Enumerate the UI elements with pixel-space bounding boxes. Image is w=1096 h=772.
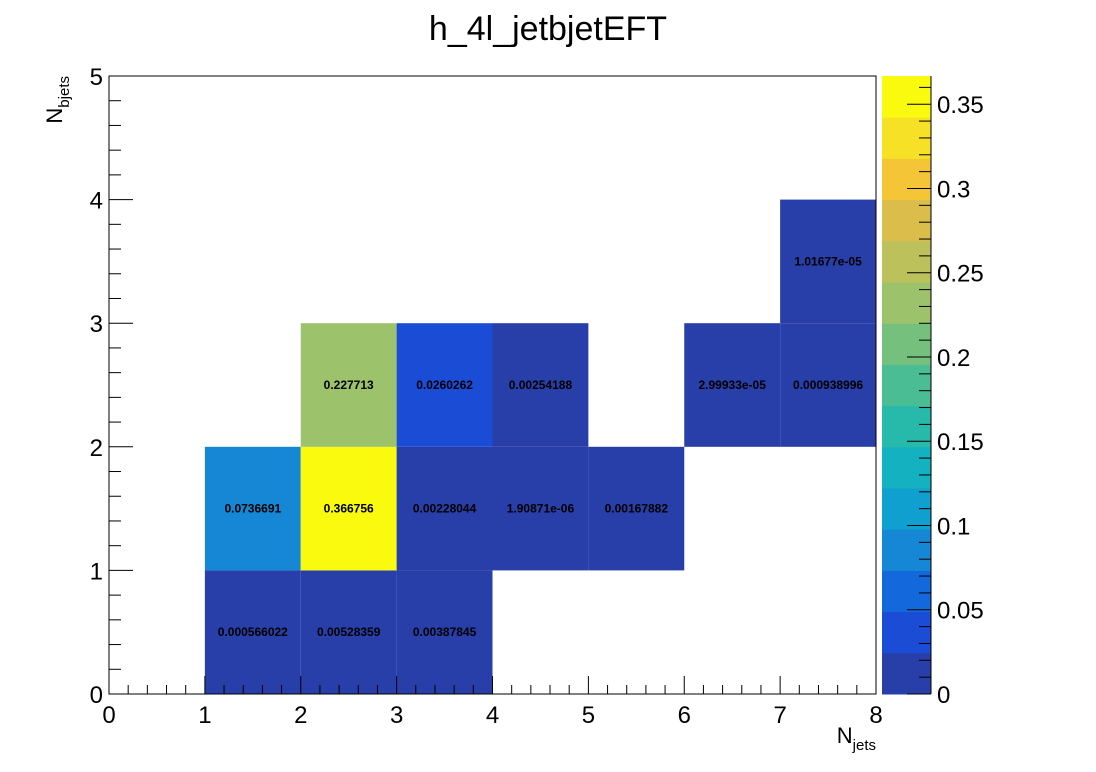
y-tick-label: 2 <box>90 435 103 462</box>
y-tick-label: 1 <box>90 558 103 585</box>
colorbar-segment <box>882 529 931 571</box>
colorbar-segment <box>882 446 931 489</box>
y-axis-label-main: N <box>42 108 67 124</box>
heatmap-cell <box>780 323 876 447</box>
y-tick-label: 3 <box>90 311 103 338</box>
y-tick-label: 4 <box>90 188 103 215</box>
x-tick-label: 1 <box>198 702 211 729</box>
colorbar-segment <box>882 652 931 695</box>
heatmap-cell <box>300 446 397 571</box>
colorbar-segment <box>882 76 931 118</box>
axes-layer: 0 1 2 3 4 5 6 7 8 0 1 2 3 4 5 <box>90 64 883 729</box>
colorbar-segment <box>882 282 931 324</box>
x-tick-label: 7 <box>773 702 786 729</box>
y-tick-label: 0 <box>90 682 103 709</box>
x-tick-label: 2 <box>294 702 307 729</box>
x-axis-label-sub: jets <box>852 737 876 754</box>
colorbar-segment <box>882 199 931 242</box>
cell-value-label: 1.90871e-06 <box>507 502 575 516</box>
x-axis-label-main: N <box>837 723 853 748</box>
colorbar-tick-label: 0.3 <box>937 176 970 203</box>
cell-value-label: 1.01677e-05 <box>794 254 862 268</box>
heatmap-cell <box>588 446 685 571</box>
chart-title: h_4l_jetbjetEFT <box>429 10 667 48</box>
heatmap-cell <box>300 570 397 694</box>
colorbar-segment <box>882 364 931 407</box>
heatmap-cell <box>684 323 781 447</box>
colorbar-segment <box>882 323 931 365</box>
cells-layer <box>204 199 876 694</box>
y-axis-label: Nbjets <box>42 76 73 124</box>
heatmap-cell <box>204 570 301 694</box>
x-axis-label: Njets <box>837 723 876 754</box>
colorbar-segment <box>882 611 931 654</box>
y-axis-label-sub: bjets <box>56 76 73 108</box>
cell-value-label: 0.0736691 <box>224 502 281 516</box>
cell-value-label: 0.227713 <box>324 378 374 392</box>
x-tick-label: 3 <box>390 702 403 729</box>
y-axis-label-group: Nbjets <box>42 76 73 124</box>
heatmap-cell <box>204 446 301 571</box>
heatmap-cell <box>396 446 493 571</box>
x-tick-label: 5 <box>582 702 595 729</box>
y-tick-label: 5 <box>90 64 103 91</box>
x-tick-label: 4 <box>486 702 499 729</box>
heatmap-cell <box>396 323 493 447</box>
x-tick-label: 0 <box>102 702 115 729</box>
cell-value-label: 0.00528359 <box>317 625 381 639</box>
cell-value-label: 0.000938996 <box>793 378 863 392</box>
x-tick-label: 6 <box>678 702 691 729</box>
heatmap-cell <box>492 323 589 447</box>
cell-value-label: 0.00254188 <box>509 378 573 392</box>
colorbar-tick-label: 0 <box>937 682 950 709</box>
cell-value-label: 0.00167882 <box>605 502 669 516</box>
colorbar-tick-label: 0.1 <box>937 513 970 540</box>
heatmap-cell <box>492 446 589 571</box>
colorbar-segment <box>882 240 931 283</box>
cell-value-label: 0.366756 <box>324 502 374 516</box>
colorbar-tick-label: 0.15 <box>937 429 984 456</box>
heatmap-cell <box>780 199 876 324</box>
cell-labels-layer: 0.000566022 0.00528359 0.00387845 0.0736691… <box>218 254 864 639</box>
heatmap-cell <box>300 323 397 447</box>
colorbar-segment <box>882 158 931 201</box>
colorbar-tick-label: 0.05 <box>937 598 984 625</box>
colorbar-tick-label: 0.35 <box>937 92 984 119</box>
colorbar-segment <box>882 570 931 613</box>
colorbar-segment <box>882 405 931 448</box>
cell-value-label: 0.000566022 <box>218 625 288 639</box>
cell-value-label: 0.00387845 <box>413 625 477 639</box>
x-tick-label: 8 <box>869 702 882 729</box>
cell-value-label: 0.0260262 <box>416 378 473 392</box>
colorbar: 0 0.05 0.1 0.15 0.2 0.25 0.3 0.35 <box>882 76 984 709</box>
colorbar-tick-label: 0.25 <box>937 261 984 288</box>
colorbar-tick-label: 0.2 <box>937 345 970 372</box>
cell-value-label: 2.99933e-05 <box>698 378 766 392</box>
heatmap-cell <box>396 570 493 694</box>
cell-value-label: 0.00228044 <box>413 502 477 516</box>
